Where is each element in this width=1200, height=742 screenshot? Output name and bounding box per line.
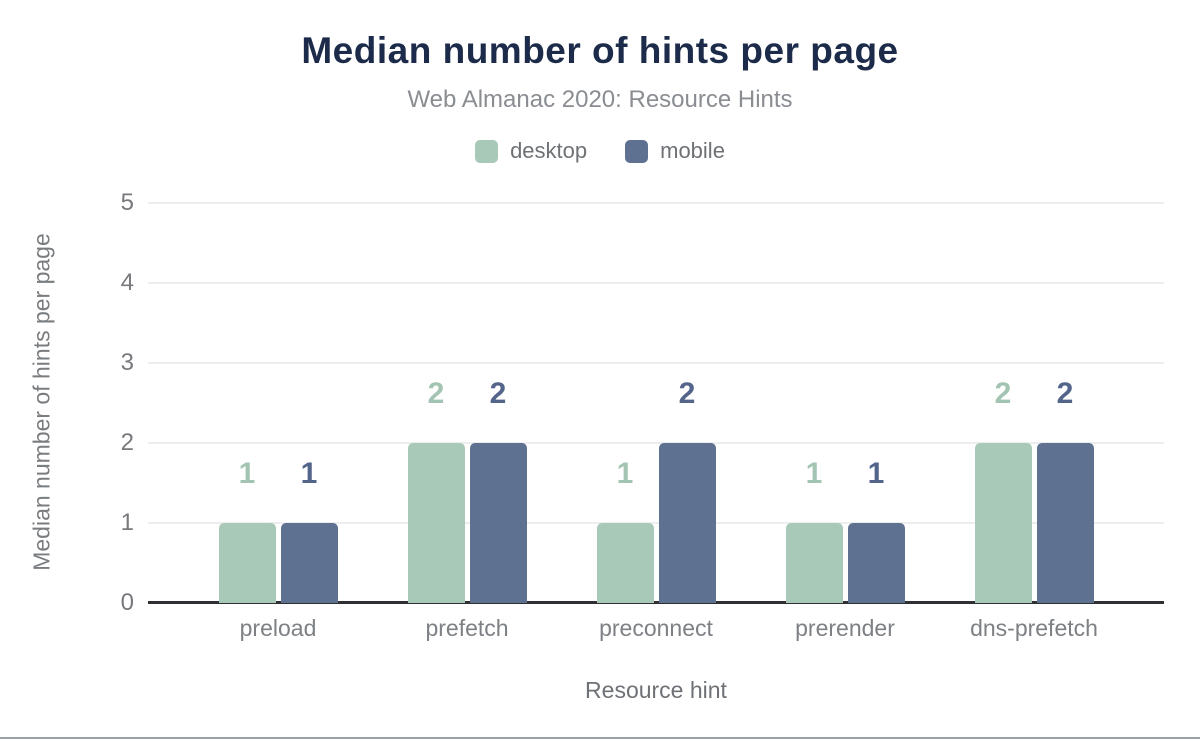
- gridline-y1: [148, 522, 1164, 524]
- bar-value-mobile-dns-prefetch: 2: [1056, 377, 1074, 410]
- bottom-rule: [0, 737, 1200, 739]
- legend-item-mobile: mobile: [625, 138, 725, 164]
- y-tick-label-5: 5: [120, 189, 134, 216]
- y-tick-label-2: 2: [120, 429, 134, 456]
- legend-swatch-desktop: [475, 139, 499, 163]
- bar-desktop-dns-prefetch: [974, 443, 1032, 603]
- gridline-y2: [148, 442, 1164, 444]
- x-tick-label-prerender: prerender: [795, 615, 895, 641]
- bar-value-desktop-prerender: 1: [805, 457, 823, 490]
- bar-mobile-preconnect: [658, 443, 716, 603]
- legend-label-mobile: mobile: [660, 138, 725, 163]
- legend-swatch-mobile: [625, 139, 649, 163]
- gridline-y4: [148, 282, 1164, 284]
- plot-area: 0 1 2 3 4 5 1 1 preload 2 2 prefetch 1 2 preconnect 1 1 p…: [121, 191, 1164, 703]
- bar-value-mobile-preconnect: 2: [678, 377, 696, 410]
- bar-value-desktop-prefetch: 2: [427, 377, 445, 410]
- gridline-y5: [148, 202, 1164, 204]
- bar-value-mobile-prerender: 1: [867, 457, 885, 490]
- x-tick-label-preconnect: preconnect: [599, 615, 713, 641]
- bar-value-desktop-preload: 1: [238, 457, 256, 490]
- chart-title: Median number of hints per page: [301, 30, 899, 71]
- x-tick-label-prefetch: prefetch: [425, 615, 509, 641]
- bar-mobile-prefetch: [469, 443, 527, 603]
- bar-value-desktop-preconnect: 1: [616, 457, 634, 490]
- legend: desktop mobile: [0, 138, 1200, 164]
- bar-desktop-preload: [218, 523, 276, 603]
- bar-desktop-preconnect: [596, 523, 654, 603]
- y-tick-label-3: 3: [120, 349, 134, 376]
- x-axis-line: [148, 601, 1164, 604]
- x-tick-label-preload: preload: [239, 615, 317, 641]
- y-tick-label-1: 1: [120, 509, 134, 536]
- chart-subtitle: Web Almanac 2020: Resource Hints: [407, 86, 793, 113]
- bar-value-mobile-preload: 1: [300, 457, 318, 490]
- y-tick-label-0: 0: [120, 589, 134, 616]
- bar-desktop-prefetch: [407, 443, 465, 603]
- legend-item-desktop: desktop: [475, 138, 587, 164]
- x-axis-title: Resource hint: [585, 677, 727, 703]
- y-axis-title: Median number of hints per page: [28, 233, 55, 571]
- bar-mobile-preload: [280, 523, 338, 603]
- bar-mobile-dns-prefetch: [1036, 443, 1094, 603]
- bar-desktop-prerender: [785, 523, 843, 603]
- bar-value-mobile-prefetch: 2: [489, 377, 507, 410]
- bar-value-desktop-dns-prefetch: 2: [994, 377, 1012, 410]
- bar-mobile-prerender: [847, 523, 905, 603]
- y-tick-label-4: 4: [120, 269, 134, 296]
- legend-label-desktop: desktop: [510, 138, 588, 163]
- x-tick-label-dns-prefetch: dns-prefetch: [970, 615, 1098, 641]
- gridline-y3: [148, 362, 1164, 364]
